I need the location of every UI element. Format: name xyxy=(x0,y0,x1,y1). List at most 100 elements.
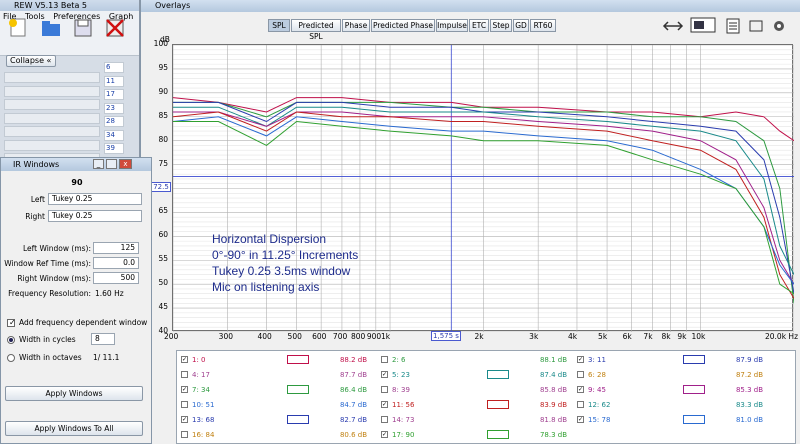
legend-checkbox[interactable]: ✓ xyxy=(181,386,188,393)
measurement-row[interactable] xyxy=(4,112,100,124)
width-in-octaves-label: Width in octaves xyxy=(19,353,82,362)
legend-checkbox[interactable] xyxy=(181,371,188,378)
rew-title-bar: REW V5.13 Beta 5 xyxy=(0,0,139,11)
menu-tools[interactable]: Tools xyxy=(24,12,45,21)
legend-checkbox[interactable]: ✓ xyxy=(381,431,388,438)
legend-checkbox[interactable] xyxy=(381,416,388,423)
gear-icon[interactable] xyxy=(771,18,787,34)
tab-rt60[interactable]: RT60 xyxy=(530,19,556,32)
y-tick-label: 85 xyxy=(158,110,168,120)
legend-checkbox[interactable]: ✓ xyxy=(381,401,388,408)
tab-phase[interactable]: Phase xyxy=(342,19,370,32)
legend-value: 88.2 dB xyxy=(339,356,367,364)
maximize-button[interactable] xyxy=(106,159,117,169)
tab-step[interactable]: Step xyxy=(490,19,512,32)
legend-checkbox[interactable]: ✓ xyxy=(181,416,188,423)
series-line xyxy=(172,97,795,142)
legend-checkbox[interactable]: ✓ xyxy=(381,371,388,378)
right-window-type-select[interactable]: Tukey 0.25 xyxy=(48,210,142,222)
x-tick-label: 3k xyxy=(529,332,539,341)
save-measurements-icon[interactable] xyxy=(72,17,94,39)
legend-label: 16: 84 xyxy=(192,431,215,439)
measurement-row-number: 39 xyxy=(104,143,124,154)
tab-spl[interactable]: SPL xyxy=(268,19,290,32)
ir-windows-dialog: IR Windows _ x 90 Left Tukey 0.25 Right … xyxy=(0,157,152,444)
spl-plot-area[interactable] xyxy=(172,44,795,333)
x-tick-label: 7k xyxy=(643,332,653,341)
smoothing-icon[interactable] xyxy=(683,415,705,424)
legend-checkbox[interactable] xyxy=(181,431,188,438)
legend-checkbox[interactable] xyxy=(577,371,584,378)
x-tick-label: 20.0k Hz xyxy=(765,332,799,341)
legend-checkbox[interactable] xyxy=(181,401,188,408)
add-freq-window-check-mark: ✓ xyxy=(9,318,16,327)
legend-checkbox[interactable] xyxy=(577,401,584,408)
remove-measurement-icon[interactable] xyxy=(104,17,126,39)
measurement-row[interactable] xyxy=(4,72,100,83)
width-in-cycles-input[interactable]: 8 xyxy=(91,333,115,345)
x-tick-label: 9k xyxy=(677,332,687,341)
legend-value: 83.9 dB xyxy=(539,401,567,409)
legend-checkbox[interactable]: ✓ xyxy=(577,416,584,423)
left-window-type-select[interactable]: Tukey 0.25 xyxy=(48,193,142,205)
x-tick-label: 1k xyxy=(381,332,391,341)
legend-checkbox[interactable] xyxy=(381,356,388,363)
x-tick-label: 5k xyxy=(598,332,608,341)
new-measurement-icon[interactable] xyxy=(8,17,30,39)
ir-measurement-name: 90 xyxy=(71,178,83,187)
tab-predicted-spl[interactable]: Predicted SPL xyxy=(291,19,341,41)
tab-impulse[interactable]: Impulse xyxy=(436,19,468,32)
measurement-row[interactable] xyxy=(4,139,100,151)
controls-icon[interactable] xyxy=(726,18,740,34)
measurement-row[interactable] xyxy=(4,85,100,97)
smoothing-icon[interactable] xyxy=(683,355,705,364)
legend-label: 15: 78 xyxy=(588,416,611,424)
legend-value: 82.7 dB xyxy=(339,416,367,424)
close-button[interactable]: x xyxy=(119,159,132,169)
spl-chart xyxy=(172,44,795,333)
smoothing-icon[interactable] xyxy=(487,370,509,379)
legend-value: 85.3 dB xyxy=(735,386,763,394)
legend-label: 6: 28 xyxy=(588,371,606,379)
smoothing-icon[interactable] xyxy=(487,430,509,439)
window-ref-time-input[interactable]: 0.0 xyxy=(93,257,139,269)
graph-limits-icon[interactable] xyxy=(662,18,684,34)
smoothing-icon[interactable] xyxy=(287,385,309,394)
tab-predicted-phase[interactable]: Predicted Phase xyxy=(371,19,435,32)
menu-preferences[interactable]: Preferences xyxy=(53,12,101,21)
smoothing-icon[interactable] xyxy=(487,400,509,409)
menu-file[interactable]: File xyxy=(3,12,17,21)
collapse-button[interactable]: Collapse « xyxy=(6,55,56,67)
legend-label: 3: 11 xyxy=(588,356,606,364)
legend-checkbox[interactable]: ✓ xyxy=(577,356,584,363)
legend-label: 2: 6 xyxy=(392,356,406,364)
left-window-ms-input[interactable]: 125 xyxy=(93,242,139,254)
minimize-button[interactable]: _ xyxy=(93,159,104,169)
tab-etc[interactable]: ETC xyxy=(469,19,489,32)
apply-windows-to-all-button[interactable]: Apply Windows To All xyxy=(5,421,143,436)
rew-menu-bar: File Tools Preferences Graph He xyxy=(0,11,139,22)
smoothing-icon[interactable] xyxy=(287,355,309,364)
legend-checkbox[interactable]: ✓ xyxy=(577,386,584,393)
tab-gd[interactable]: GD xyxy=(513,19,529,32)
legend-label: 13: 68 xyxy=(192,416,215,424)
measurement-row[interactable] xyxy=(4,126,100,137)
x-tick-label: 200 xyxy=(164,332,179,341)
legend-checkbox[interactable] xyxy=(381,386,388,393)
smoothing-icon[interactable] xyxy=(287,415,309,424)
open-folder-icon[interactable] xyxy=(40,17,62,39)
legend-checkbox[interactable]: ✓ xyxy=(181,356,188,363)
left-window-type-label: Left xyxy=(30,195,45,204)
display-icon[interactable] xyxy=(690,17,716,35)
measurement-row[interactable] xyxy=(4,99,100,110)
apply-windows-button[interactable]: Apply Windows xyxy=(5,386,143,401)
x-tick-label: 300 xyxy=(218,332,233,341)
zoom-icon[interactable] xyxy=(748,18,764,34)
menu-graph[interactable]: Graph xyxy=(108,12,134,21)
width-in-octaves-radio[interactable] xyxy=(7,354,15,362)
right-window-ms-input[interactable]: 500 xyxy=(93,272,139,284)
add-freq-window-checkbox[interactable] xyxy=(7,319,15,327)
collapse-label: Collapse xyxy=(10,56,44,65)
smoothing-icon[interactable] xyxy=(683,385,705,394)
legend-label: 5: 23 xyxy=(392,371,410,379)
